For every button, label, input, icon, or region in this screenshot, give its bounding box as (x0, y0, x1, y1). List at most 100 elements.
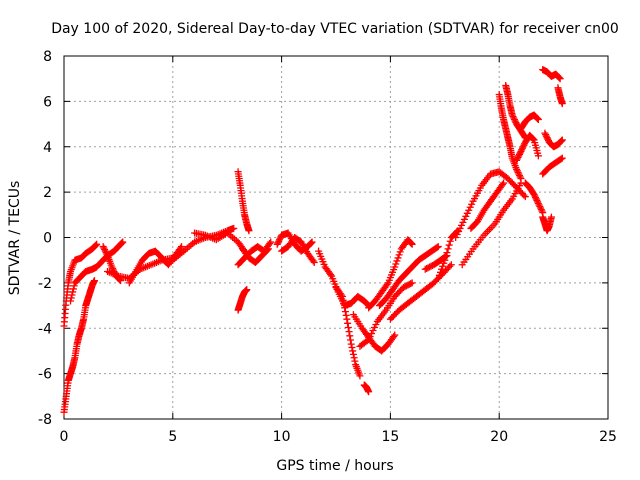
data-point (391, 263, 399, 271)
data-point (537, 204, 545, 212)
data-point (230, 224, 238, 232)
data-point (345, 328, 353, 336)
y-tick-label: -4 (38, 321, 52, 337)
data-point (438, 265, 446, 273)
data-point (327, 271, 335, 279)
data-point (102, 249, 110, 257)
data-point (436, 268, 444, 276)
data-point (91, 242, 99, 250)
data-point (392, 260, 400, 268)
data-point (542, 131, 550, 139)
data-point (531, 192, 539, 200)
data-point (445, 241, 453, 249)
data-point (67, 294, 75, 302)
data-point (393, 257, 401, 265)
data-point (516, 150, 524, 158)
series-arc-16 (332, 283, 364, 380)
series-arc-26 (458, 179, 525, 269)
data-point (447, 261, 455, 269)
data-point (531, 193, 539, 201)
data-point (556, 75, 564, 83)
y-tick-label: 0 (43, 231, 52, 247)
data-point (407, 240, 415, 248)
data-point (309, 257, 317, 265)
data-point (455, 227, 463, 235)
data-point (530, 190, 538, 198)
data-point (534, 116, 542, 124)
x-tick-label: 0 (60, 429, 69, 445)
series-arc-6 (125, 243, 186, 287)
data-point (267, 238, 275, 246)
data-point (516, 171, 524, 179)
data-point (341, 308, 349, 316)
data-point (368, 330, 376, 338)
data-point (513, 155, 521, 163)
data-point (444, 245, 452, 253)
data-point (532, 195, 540, 203)
data-point (441, 256, 449, 264)
data-point (337, 291, 345, 299)
data-point (266, 240, 274, 248)
data-point (349, 350, 357, 358)
data-point (446, 262, 454, 270)
data-point (519, 143, 527, 151)
data-point (534, 152, 542, 160)
data-point (518, 144, 526, 152)
data-point (407, 280, 415, 288)
data-point (101, 247, 109, 255)
series-arc-37 (554, 84, 566, 108)
series-arc-34 (539, 66, 564, 83)
data-point (307, 240, 315, 248)
data-point (369, 327, 377, 335)
data-point (434, 243, 442, 251)
data-point (516, 173, 524, 181)
data-point (342, 311, 350, 319)
data-point (520, 141, 528, 149)
y-tick-label: -8 (38, 412, 52, 428)
data-point (365, 336, 373, 344)
data-point (534, 199, 542, 207)
series-arc-35 (541, 129, 566, 151)
data-point (541, 129, 549, 137)
data-point (533, 196, 541, 204)
data-point (529, 135, 537, 143)
x-tick-label: 25 (599, 429, 617, 445)
y-tick-label: 6 (43, 94, 52, 110)
data-point (119, 238, 127, 246)
series-arc-25 (452, 168, 529, 241)
y-axis-label: SDTVAR / TECUs (7, 181, 23, 296)
data-point (514, 153, 522, 161)
series-arc-22 (386, 261, 455, 323)
data-point (344, 323, 352, 331)
data-point (463, 209, 471, 217)
data-point (543, 134, 551, 142)
series-arc-2 (60, 277, 98, 416)
series-arc-36 (539, 154, 566, 178)
data-point (350, 354, 358, 362)
data-point (101, 246, 109, 254)
data-point (243, 286, 251, 294)
data-point (341, 304, 349, 312)
series-arc-17 (360, 381, 373, 396)
data-point (558, 136, 566, 144)
data-point (457, 221, 465, 229)
data-point (443, 249, 451, 257)
data-point (466, 203, 474, 211)
series-arc-12 (238, 245, 273, 266)
data-point (535, 201, 543, 209)
data-point (92, 241, 100, 249)
data-point (558, 154, 566, 162)
data-point (100, 244, 108, 252)
data-point (391, 331, 399, 339)
data-point (516, 149, 524, 157)
data-point (349, 347, 357, 355)
data-point (534, 198, 542, 206)
data-point (533, 114, 541, 122)
data-point (513, 165, 521, 173)
series-arc-3 (67, 238, 127, 305)
data-point (176, 244, 184, 252)
series-arc-1 (60, 240, 101, 330)
data-point (544, 135, 552, 143)
data-point (245, 227, 253, 235)
data-point (514, 168, 522, 176)
